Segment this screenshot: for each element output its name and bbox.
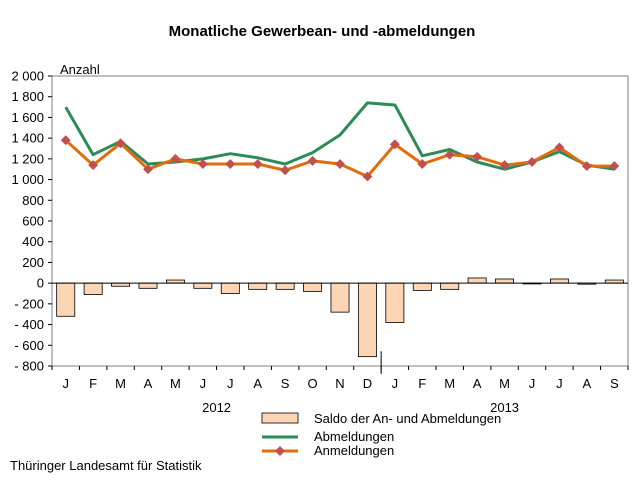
legend-label-abmeldungen: Abmeldungen bbox=[314, 429, 394, 444]
x-tick-label: J bbox=[200, 376, 207, 391]
x-tick-label: J bbox=[392, 376, 399, 391]
saldo-bar bbox=[357, 282, 377, 358]
saldo-bar bbox=[440, 282, 460, 290]
y-tick-label: 1 000 bbox=[11, 172, 44, 187]
x-tick-label: J bbox=[62, 376, 69, 391]
x-tick-label: M bbox=[499, 376, 510, 391]
legend-label-anmeldungen: Anmeldungen bbox=[314, 443, 394, 458]
anmeldungen-point bbox=[362, 171, 373, 182]
anmeldungen-point bbox=[609, 161, 620, 172]
x-tick-label: S bbox=[610, 376, 619, 391]
anmeldungen-point bbox=[417, 159, 428, 169]
y-tick-label: 800 bbox=[22, 193, 44, 208]
y-tick-label: - 400 bbox=[14, 317, 44, 332]
saldo-bar bbox=[549, 278, 569, 284]
anmeldungen-point bbox=[335, 159, 345, 169]
chart-title: Monatliche Gewerbean- und -abmeldungen bbox=[169, 23, 476, 40]
series-lines bbox=[60, 101, 620, 182]
x-tick-label: A bbox=[583, 376, 592, 391]
y-tick-label: 0 bbox=[37, 276, 44, 291]
anmeldungen-point bbox=[389, 139, 400, 150]
saldo-bar bbox=[138, 282, 158, 289]
saldo-bar bbox=[220, 282, 240, 294]
saldo-bar bbox=[303, 282, 323, 292]
saldo-bar bbox=[385, 282, 405, 323]
saldo-bars bbox=[56, 277, 624, 358]
x-tick-label: J bbox=[529, 376, 536, 391]
saldo-bar bbox=[275, 282, 295, 290]
y-tick-label: 600 bbox=[22, 214, 44, 229]
anmeldungen-point bbox=[499, 160, 510, 171]
plot-area bbox=[51, 75, 629, 367]
saldo-bar bbox=[193, 282, 213, 289]
anmeldungen-point bbox=[170, 153, 181, 164]
x-tick-label: A bbox=[253, 376, 262, 391]
x-tick-label: S bbox=[281, 376, 290, 391]
source-note: Thüringer Landesamt für Statistik bbox=[10, 458, 202, 473]
saldo-bar bbox=[83, 282, 103, 295]
y-tick-label: 1 400 bbox=[11, 131, 44, 146]
y-tick-label: - 600 bbox=[14, 338, 44, 353]
y-tick-label: 1 600 bbox=[11, 110, 44, 125]
anmeldungen-point bbox=[581, 161, 592, 172]
x-tick-label: A bbox=[473, 376, 482, 391]
legend: Saldo der An- und Abmeldungen Abmeldunge… bbox=[261, 411, 501, 458]
legend-label-saldo: Saldo der An- und Abmeldungen bbox=[314, 411, 501, 426]
y-axis-label: Anzahl bbox=[60, 62, 100, 77]
y-tick-label: 1 200 bbox=[11, 151, 44, 166]
anmeldungen-point bbox=[197, 159, 208, 169]
x-tick-label: J bbox=[227, 376, 234, 391]
saldo-bar bbox=[248, 282, 268, 290]
x-tick-label: A bbox=[144, 376, 153, 391]
x-tick-label: J bbox=[556, 376, 563, 391]
anmeldungen-point bbox=[225, 159, 236, 169]
legend-marker-anmeldungen bbox=[275, 446, 285, 456]
y-axis: - 800 - 600 - 400 - 200 0 200 400 600 800 1 000 1 … bbox=[11, 69, 52, 374]
y-tick-label: 2 000 bbox=[11, 69, 44, 84]
x-tick-label: M bbox=[115, 376, 126, 391]
anmeldungen-point bbox=[252, 159, 263, 169]
anmeldungen-point bbox=[527, 157, 537, 167]
saldo-bar bbox=[495, 278, 515, 284]
y-tick-label: - 800 bbox=[14, 359, 44, 374]
saldo-bar bbox=[56, 282, 76, 317]
year-label: 2013 bbox=[490, 400, 519, 415]
y-tick-label: 400 bbox=[22, 234, 44, 249]
y-tick-label: 200 bbox=[22, 255, 44, 270]
year-label: 2012 bbox=[202, 400, 231, 415]
x-tick-label: N bbox=[335, 376, 344, 391]
saldo-bar bbox=[412, 282, 432, 291]
anmeldungen-point bbox=[444, 149, 455, 160]
x-tick-label: M bbox=[170, 376, 181, 391]
y-tick-label: - 200 bbox=[14, 296, 44, 311]
x-tick-label: F bbox=[418, 376, 426, 391]
saldo-bar bbox=[330, 282, 350, 313]
x-tick-label: F bbox=[89, 376, 97, 391]
x-tick-label: M bbox=[444, 376, 455, 391]
anmeldungen-point bbox=[280, 165, 291, 176]
anmeldungen-point bbox=[472, 151, 483, 162]
x-tick-label: D bbox=[363, 376, 372, 391]
anmeldungen-point bbox=[88, 160, 99, 171]
anmeldungen-point bbox=[60, 135, 71, 146]
anmeldungen-point bbox=[554, 142, 565, 153]
anmeldungen-point bbox=[307, 155, 318, 166]
anmeldungen-point bbox=[115, 138, 126, 149]
year-labels: 2012 2013 bbox=[202, 400, 519, 415]
y-tick-label: 1 800 bbox=[11, 89, 44, 104]
x-tick-label: O bbox=[308, 376, 318, 391]
saldo-bar bbox=[467, 277, 487, 284]
legend-swatch-saldo bbox=[261, 412, 299, 424]
anmeldungen-point bbox=[143, 164, 153, 175]
